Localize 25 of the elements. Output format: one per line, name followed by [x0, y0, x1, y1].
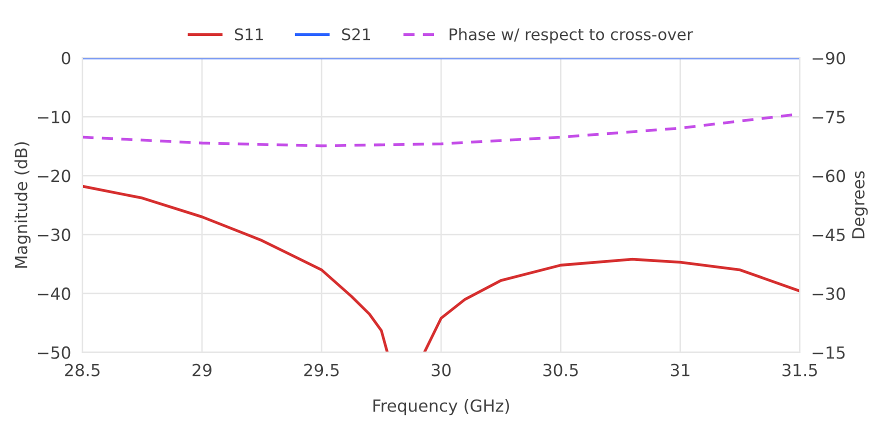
y2-axis-title: Degrees: [852, 171, 868, 238]
y-tick-label: 0: [62, 52, 70, 64]
y2-tick-label: −75: [812, 110, 845, 124]
x-tick-label: 30: [432, 364, 451, 376]
y2-tick-label: −90: [812, 52, 845, 64]
y2-tick-label: −60: [812, 170, 845, 182]
x-tick-label: 30.5: [543, 364, 578, 376]
x-tick-label: 31: [670, 364, 690, 376]
x-tick-label: 31.5: [782, 364, 817, 376]
y-tick-label: −30: [38, 228, 70, 242]
legend-label: Phase w/ respect to cross-over: [450, 28, 694, 44]
y-tick-label: −40: [38, 287, 70, 300]
y-axis-title: Magnitude (dB): [14, 142, 31, 268]
y-tick-label: −50: [38, 346, 70, 359]
x-tick-label: 29.5: [304, 364, 339, 376]
x-axis-title: Frequency (GHz): [373, 399, 509, 416]
y2-tick-label: −30: [812, 287, 845, 300]
x-tick-label: 29: [192, 364, 212, 376]
y-tick-label: −20: [38, 170, 70, 182]
y2-tick-label: −15: [812, 346, 845, 359]
y-tick-label: −10: [38, 110, 70, 124]
x-tick-label: 28.5: [65, 364, 100, 376]
y2-tick-label: −45: [812, 228, 845, 242]
legend-label: S21: [342, 28, 370, 40]
legend-label: S11: [234, 28, 263, 40]
